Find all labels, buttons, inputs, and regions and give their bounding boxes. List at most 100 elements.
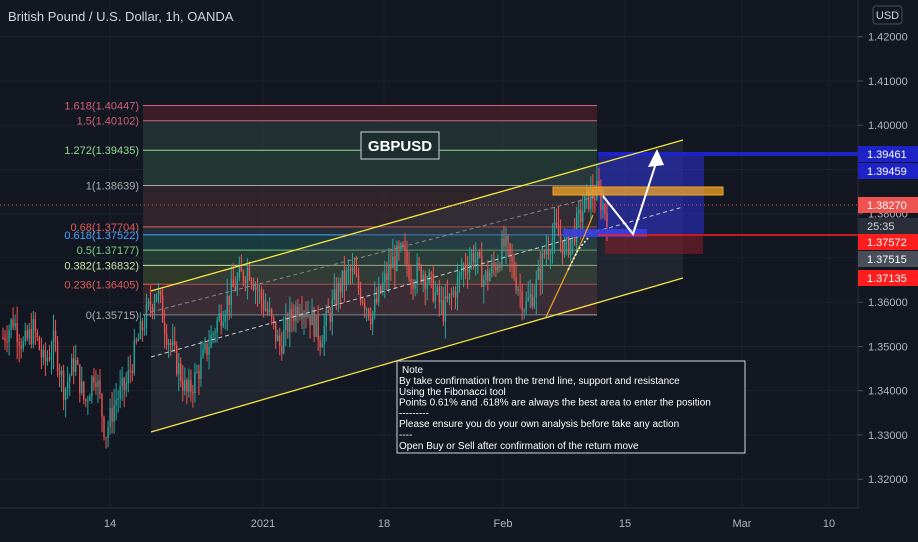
candle-body: [582, 212, 584, 223]
price-label: 1.37135: [867, 273, 907, 285]
candle-body: [196, 371, 198, 373]
candle-body: [561, 240, 564, 255]
candle-body: [422, 274, 424, 282]
note-line: Using the Fibonacci tool: [399, 387, 506, 398]
candle-body: [24, 330, 26, 342]
candle-body: [485, 271, 487, 280]
swing-dotted: [567, 237, 589, 271]
candle-body: [355, 273, 358, 276]
price-label-box: [858, 197, 918, 213]
candle-body: [275, 322, 277, 342]
fib-label: 0.5(1.37177): [77, 245, 139, 257]
candle-body: [474, 258, 477, 263]
candle-body: [293, 318, 295, 322]
y-tick-label: 1.42000: [868, 32, 908, 44]
y-tick-label: 1.40000: [868, 120, 908, 132]
candle-body: [135, 340, 138, 342]
y-tick-label: 1.32000: [868, 474, 908, 486]
candle-body: [192, 391, 194, 394]
x-tick-label: 18: [378, 518, 390, 530]
candle-body: [547, 249, 550, 254]
candle-body: [584, 195, 586, 213]
candle-body: [426, 282, 428, 289]
candle-body: [515, 277, 517, 290]
candle-body: [277, 335, 279, 342]
candle-body: [145, 304, 148, 329]
price-label: 1.39459: [867, 166, 907, 178]
candle-body: [319, 340, 321, 348]
candle-body: [398, 245, 400, 249]
fib-label: 1(1.38639): [86, 180, 139, 192]
entry-zone: [563, 229, 647, 237]
candle-body: [254, 286, 257, 290]
candle-body: [178, 363, 180, 375]
candle-body: [487, 271, 489, 281]
candle-body: [527, 297, 529, 301]
candle-body: [545, 249, 548, 255]
candle-body: [291, 308, 293, 319]
currency-button[interactable]: [872, 5, 903, 25]
candle-body: [165, 333, 168, 345]
candle-body: [97, 380, 99, 387]
candle-body: [190, 379, 192, 392]
x-tick-label: 10: [823, 518, 835, 530]
candle-body: [73, 358, 75, 372]
candle-body: [75, 360, 77, 372]
candle-body: [60, 370, 63, 376]
candle-body: [81, 381, 83, 393]
candle-body: [507, 235, 509, 244]
currency-button-label: USD: [876, 10, 899, 22]
candle-body: [408, 264, 410, 279]
candle-body: [10, 319, 12, 330]
fib-zone: [143, 105, 597, 121]
candle-body: [157, 291, 160, 294]
candle-body: [400, 243, 402, 249]
candle-body: [452, 291, 455, 295]
candle-body: [339, 283, 342, 293]
candle-body: [600, 189, 602, 211]
symbol-label-box: [360, 131, 440, 160]
fib-zone: [143, 226, 597, 235]
candle-body: [208, 347, 210, 356]
candle-body: [394, 256, 396, 271]
candle-body: [38, 337, 41, 350]
time-axis[interactable]: 14 2021 18 Feb 15 Mar 10: [104, 518, 835, 530]
candle-body: [141, 321, 144, 331]
candle-body: [543, 253, 546, 255]
candle-body: [234, 287, 237, 291]
candle-body: [103, 416, 105, 438]
candle-body: [414, 284, 416, 289]
candle-body: [50, 354, 53, 360]
candle-body: [34, 319, 37, 332]
candle-body: [198, 371, 200, 379]
candle-body: [107, 427, 109, 438]
price-axis[interactable]: 1.320001.330001.340001.350001.360001.370…: [858, 32, 908, 487]
candle-body: [127, 370, 129, 384]
y-tick-label: 1.41000: [868, 76, 908, 88]
candle-body: [557, 224, 560, 236]
candle-body: [32, 319, 35, 345]
candle-body: [176, 345, 178, 375]
candle-body: [341, 270, 344, 293]
candle-body: [99, 380, 101, 395]
candle-body: [89, 396, 91, 401]
candle-body: [214, 332, 216, 334]
candle-body: [184, 379, 186, 391]
candle-body: [246, 267, 249, 283]
candle-body: [519, 289, 521, 292]
candle-body: [250, 279, 253, 284]
candle-body: [309, 315, 311, 326]
candle-body: [66, 382, 69, 389]
candle-body: [301, 313, 303, 319]
candle-body: [357, 275, 360, 289]
candle-body: [329, 312, 331, 322]
candle-body: [555, 222, 558, 225]
candle-body: [91, 376, 93, 397]
candle-body: [563, 239, 566, 255]
candle-body: [371, 312, 374, 325]
candle-body: [212, 333, 214, 335]
note-line: ---------: [399, 408, 429, 419]
